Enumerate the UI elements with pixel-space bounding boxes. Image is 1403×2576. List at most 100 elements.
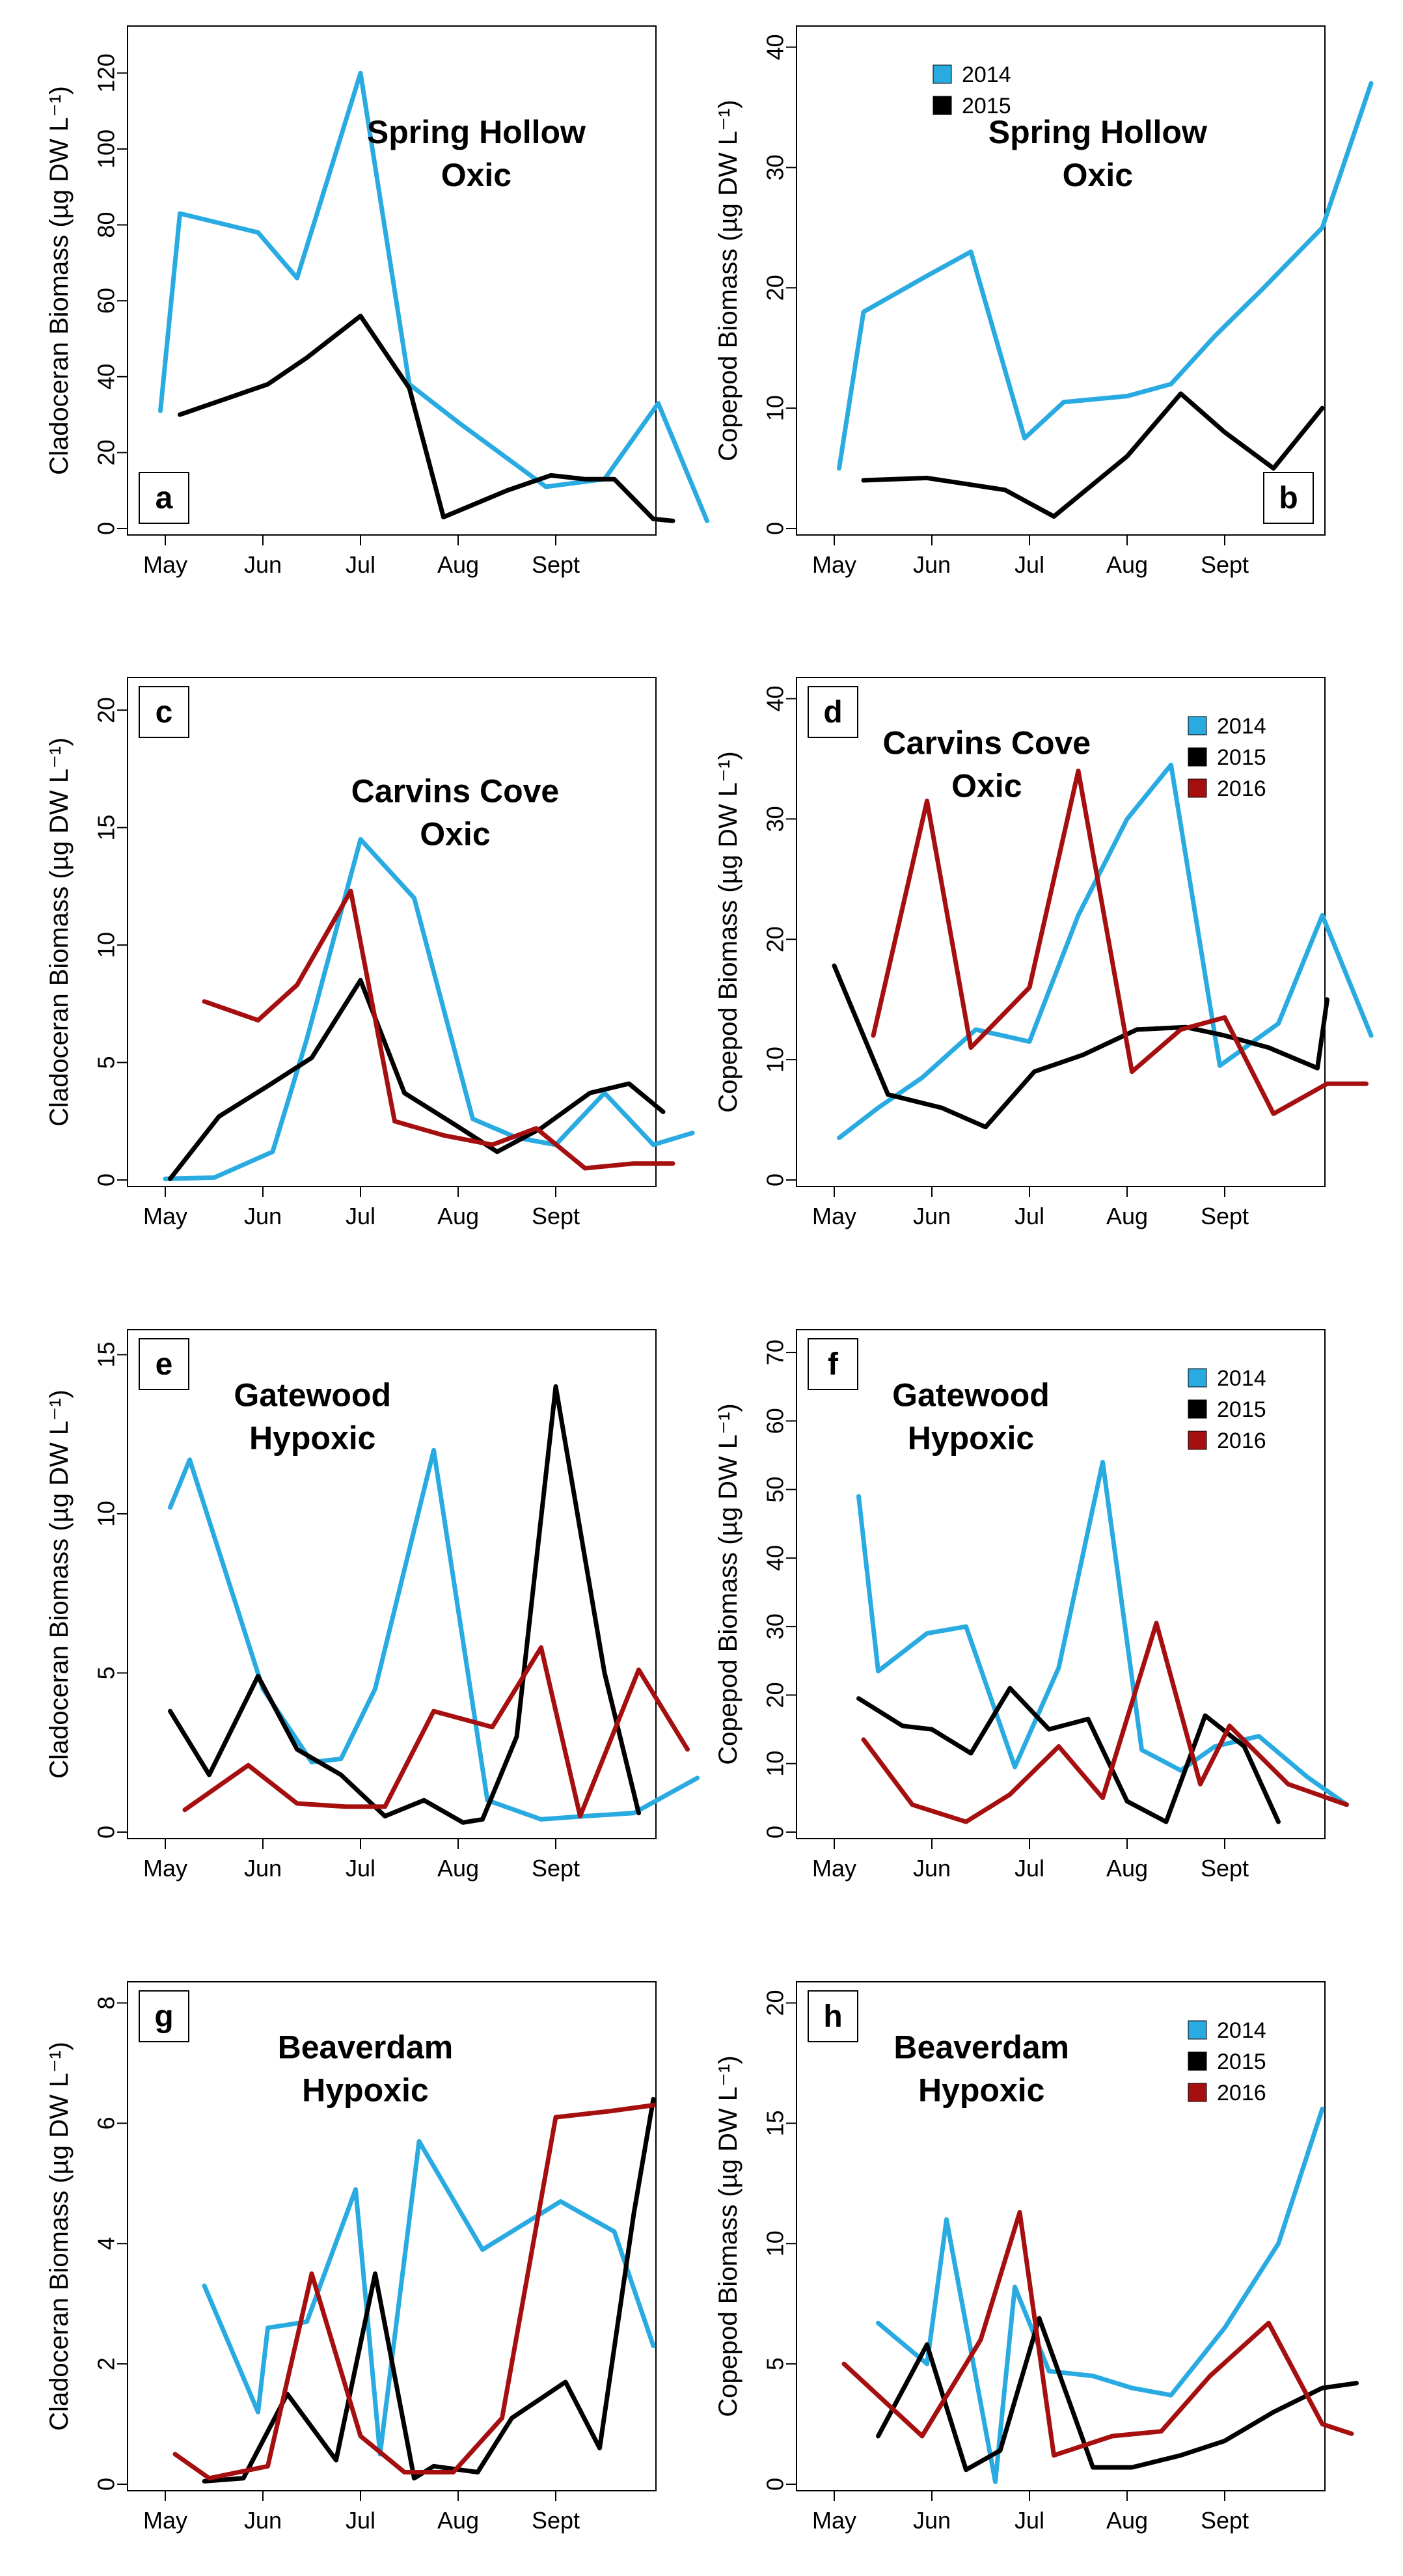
x-axis: May Jun Jul Aug Sept [812, 1839, 1249, 1882]
series-line-2016 [841, 2210, 1354, 2458]
y-tick-label: 0 [93, 1826, 120, 1839]
y-tick-label: 5 [93, 1666, 120, 1679]
plot-frame [796, 1981, 1326, 2491]
x-tick-label: Aug [1106, 2507, 1148, 2534]
series-line-2015 [861, 391, 1325, 519]
y-tick-label: 15 [93, 1341, 120, 1367]
panel-title: Hypoxic [302, 2072, 429, 2108]
panel-letter-box [808, 686, 858, 738]
panel-title: Spring Hollow [988, 114, 1207, 150]
y-tick-label: 80 [93, 212, 120, 238]
y-tick-label: 10 [762, 2230, 789, 2256]
series-line-2014 [876, 2106, 1325, 2484]
y-tick-label: 40 [762, 1545, 789, 1571]
y-tick-label: 10 [762, 1751, 789, 1777]
panel-letter-box [808, 1338, 858, 1390]
panel-letter-box [1263, 472, 1314, 524]
legend: 2014 2015 [933, 62, 1011, 118]
x-tick-label: Jul [346, 551, 375, 578]
panel-letter-box [139, 686, 189, 738]
y-tick-label: 20 [762, 1682, 789, 1708]
y-axis-title: Cladoceran Biomass (µg DW L⁻¹) [45, 1390, 74, 1779]
x-tick-label: Jun [244, 1203, 282, 1229]
plot-frame [127, 1329, 657, 1839]
x-tick-label: Aug [437, 2507, 479, 2534]
legend-swatch [1188, 1431, 1207, 1450]
x-tick-label: Jul [1015, 2507, 1044, 2534]
legend-label: 2015 [1217, 2049, 1266, 2074]
series-line-2015 [202, 2096, 656, 2484]
panel-letter: d [823, 695, 842, 730]
x-tick-label: Sept [532, 1855, 580, 1882]
y-axis: 0 10 20 30 40 [762, 685, 797, 1186]
series-line-2014 [837, 81, 1374, 471]
y-tick-label: 60 [93, 288, 120, 314]
panel-title: Carvins Cove [883, 724, 1091, 761]
legend: 2014 2015 2016 [1188, 714, 1266, 801]
panel-letter-box [808, 1990, 858, 2042]
x-tick-label: May [812, 1855, 856, 1882]
x-tick-label: Aug [1106, 551, 1148, 578]
panel-letter: h [823, 1999, 842, 2034]
y-tick-label: 0 [762, 1173, 789, 1186]
panel-a: 0 20 40 60 80 100 120 May Jun Jul Aug Sept Cladocera… [45, 25, 709, 578]
x-tick-label: Jun [913, 1203, 951, 1229]
y-tick-label: 30 [762, 806, 789, 832]
legend-swatch [1188, 716, 1207, 735]
y-tick-label: 60 [762, 1408, 789, 1434]
y-tick-label: 10 [93, 932, 120, 958]
y-tick-label: 40 [762, 685, 789, 711]
series-line-2014 [856, 1460, 1349, 1807]
panel-letter-box [139, 472, 189, 524]
panel-title: Hypoxic [249, 1419, 376, 1456]
y-tick-label: 15 [93, 815, 120, 841]
x-tick-label: Aug [1106, 1855, 1148, 1882]
plot-frame [796, 1329, 1326, 1839]
y-axis-title: Cladoceran Biomass (µg DW L⁻¹) [45, 737, 74, 1127]
x-tick-label: Jul [346, 1203, 375, 1229]
y-tick-label: 0 [93, 522, 120, 535]
y-axis-title: Copepod Biomass (µg DW L⁻¹) [714, 1403, 742, 1764]
panel-letter: b [1279, 481, 1298, 515]
panel-g: 0 2 4 6 8 May Jun Jul Aug Sept Cladoceran Biomass … [45, 1981, 657, 2534]
x-axis: May Jun Jul Aug Sept [143, 2491, 580, 2534]
panel-letter: g [154, 1999, 173, 2034]
y-tick-label: 20 [762, 926, 789, 952]
legend-swatch [1188, 2083, 1207, 2102]
panel-title: Hypoxic [908, 1419, 1035, 1456]
panel-h: 0 5 10 15 20 May Jun Jul Aug Sept Copepod Biomass … [714, 1981, 1359, 2534]
y-axis-title: Copepod Biomass (µg DW L⁻¹) [714, 100, 742, 461]
y-tick-label: 30 [762, 154, 789, 180]
series-line-2014 [837, 762, 1374, 1140]
series-line-2016 [182, 1645, 690, 1818]
y-tick-label: 120 [93, 53, 120, 92]
x-tick-label: May [143, 2507, 187, 2534]
legend-swatch [1188, 2020, 1207, 2040]
legend: 2014 2015 2016 [1188, 2018, 1266, 2105]
panel-c: 0 5 10 15 20 May Jun Jul Aug Sept Cladoceran Bioma… [45, 677, 695, 1229]
series-line-2014 [202, 2139, 656, 2457]
x-tick-label: Aug [437, 1855, 479, 1882]
x-tick-label: Sept [1201, 1855, 1249, 1882]
series-line-2015 [168, 1384, 641, 1825]
panel-letter: a [156, 481, 173, 515]
legend-label: 2015 [962, 94, 1011, 118]
panel-f: 0 10 20 30 40 50 60 70 May Jun Jul Aug Sept Copepod B… [714, 1329, 1349, 1882]
x-tick-label: May [143, 551, 187, 578]
y-tick-label: 100 [93, 130, 120, 169]
y-tick-label: 4 [93, 2237, 120, 2250]
y-tick-label: 15 [762, 2110, 789, 2136]
x-tick-label: Jun [244, 2507, 282, 2534]
y-axis: 0 10 20 30 40 50 60 70 [762, 1339, 797, 1839]
legend-swatch [1188, 747, 1207, 767]
y-tick-label: 20 [762, 1990, 789, 2016]
series-line-2014 [163, 837, 695, 1181]
panel-letter-box [139, 1990, 189, 2042]
x-tick-label: Sept [1201, 1203, 1249, 1229]
x-axis: May Jun Jul Aug Sept [812, 2491, 1249, 2534]
series-line-2016 [202, 888, 675, 1171]
series-line-2015 [832, 963, 1329, 1130]
panel-title: Gatewood [234, 1377, 391, 1413]
y-tick-label: 10 [93, 1501, 120, 1527]
